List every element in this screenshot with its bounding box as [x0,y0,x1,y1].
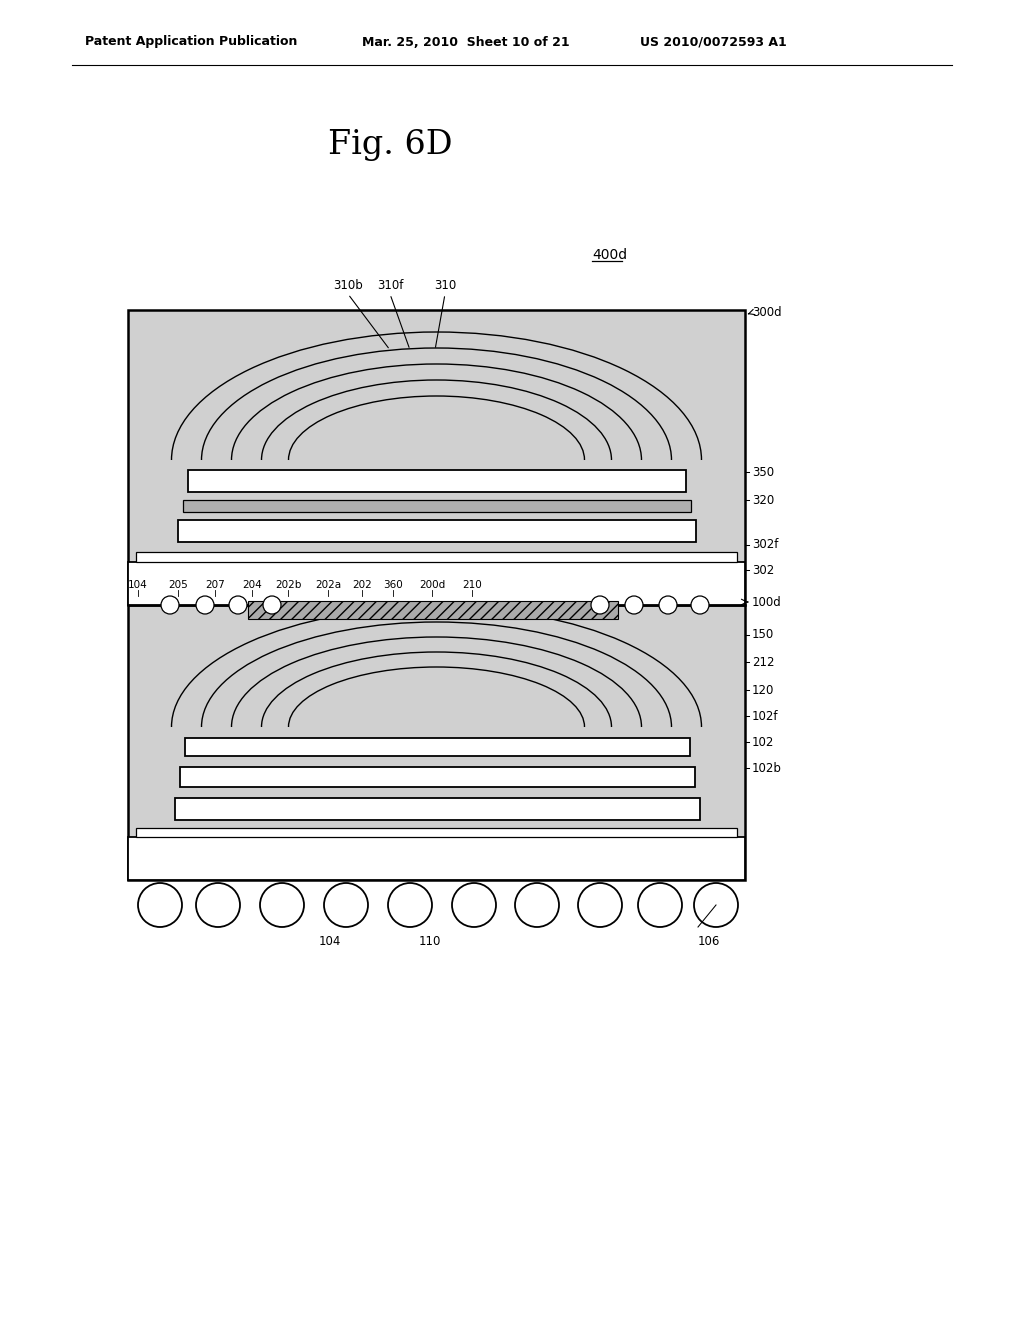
Text: 302f: 302f [752,539,778,552]
Circle shape [691,597,709,614]
Text: 102f: 102f [752,710,778,722]
Bar [128,605,745,880]
Text: 360: 360 [383,579,402,590]
Circle shape [694,883,738,927]
Text: 204: 204 [242,579,262,590]
Bar [248,601,618,619]
Text: 310: 310 [434,279,456,292]
Text: 205: 205 [168,579,187,590]
Circle shape [260,883,304,927]
Text: Fig. 6D: Fig. 6D [328,129,453,161]
Text: 400d: 400d [592,248,627,261]
Bar [128,310,745,605]
Circle shape [196,597,214,614]
Bar [183,500,691,512]
Text: Mar. 25, 2010  Sheet 10 of 21: Mar. 25, 2010 Sheet 10 of 21 [362,36,569,49]
Bar [185,738,690,756]
Bar [175,799,700,820]
Circle shape [638,883,682,927]
Circle shape [229,597,247,614]
Text: 202b: 202b [274,579,301,590]
Bar [178,520,696,543]
Circle shape [138,883,182,927]
Text: 320: 320 [752,494,774,507]
Text: 207: 207 [205,579,225,590]
Bar [128,837,745,880]
Circle shape [625,597,643,614]
Text: 150: 150 [752,628,774,642]
Circle shape [196,883,240,927]
Text: 200d: 200d [419,579,445,590]
Text: 100d: 100d [752,595,781,609]
Text: 106: 106 [698,935,720,948]
Text: 202: 202 [352,579,372,590]
Text: 310b: 310b [333,279,362,292]
Text: 104: 104 [128,579,147,590]
Text: 120: 120 [752,684,774,697]
Bar [136,828,737,837]
Text: 110: 110 [419,935,441,948]
Bar [180,767,695,787]
Text: 202a: 202a [315,579,341,590]
Text: 350: 350 [752,466,774,479]
Circle shape [578,883,622,927]
Bar [136,552,737,562]
Circle shape [452,883,496,927]
Circle shape [324,883,368,927]
Text: 302: 302 [752,564,774,577]
Text: US 2010/0072593 A1: US 2010/0072593 A1 [640,36,786,49]
Text: 104: 104 [318,935,341,948]
Circle shape [515,883,559,927]
Circle shape [388,883,432,927]
Circle shape [263,597,281,614]
Circle shape [161,597,179,614]
Text: 210: 210 [462,579,482,590]
Circle shape [591,597,609,614]
Bar [128,562,745,605]
Text: 212: 212 [752,656,774,668]
Text: 310f: 310f [377,279,403,292]
Text: 300d: 300d [752,306,781,319]
Text: Patent Application Publication: Patent Application Publication [85,36,297,49]
Circle shape [659,597,677,614]
Text: 102: 102 [752,735,774,748]
Text: 102b: 102b [752,762,782,775]
Bar [188,470,686,492]
